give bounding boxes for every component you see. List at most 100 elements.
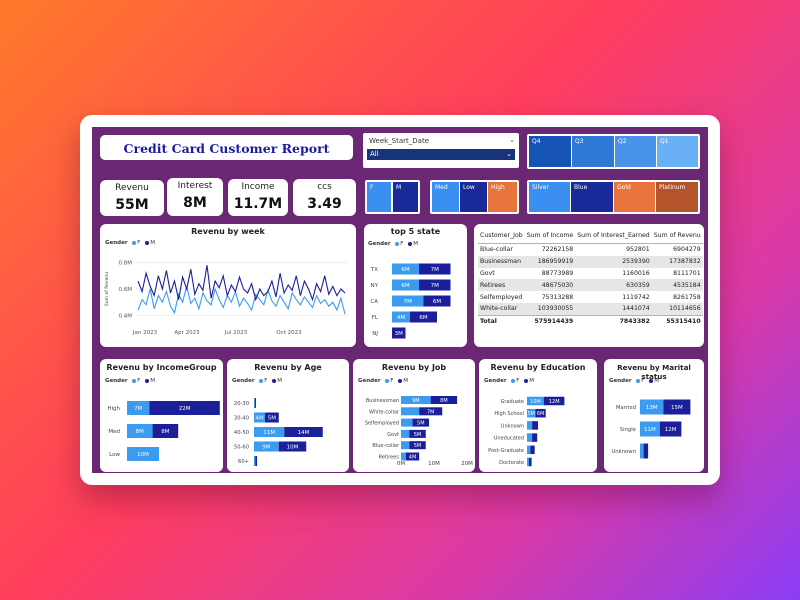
bar-f xyxy=(527,396,544,406)
category-label: Blue-collar xyxy=(372,443,400,449)
revenu-by-marital-status-chart[interactable]: Married 13M 15M Single 11M 12M Unknown xyxy=(604,359,704,472)
legend-label: Gender xyxy=(484,378,507,384)
chart-legend: Gender F M xyxy=(484,378,534,384)
table-cell: 1441074 xyxy=(575,302,652,316)
table-row[interactable]: Retirees 48675030 630359 4535184 xyxy=(478,279,703,292)
top5-state-chart[interactable]: TX 6M 7M NY 6M 7M CA 7M 6M FL 4M 6M NJ 3M xyxy=(364,224,467,347)
bar-f xyxy=(127,447,159,461)
table-column-header[interactable]: Sum of Revenu xyxy=(651,230,703,244)
legend-f-label: F xyxy=(264,378,268,384)
bar-f xyxy=(392,279,419,291)
income-tile[interactable]: Low xyxy=(460,182,487,212)
bar-f xyxy=(640,421,660,437)
table-row[interactable]: Businessman 186959919 2539390 17387832 xyxy=(478,255,703,268)
legend-f-label: F xyxy=(137,240,141,246)
category-label: Govt xyxy=(387,432,399,438)
bar-f xyxy=(127,424,153,438)
data-label: 5M xyxy=(268,416,276,422)
quarter-tile[interactable]: Q1 xyxy=(657,136,698,167)
data-label: 8M xyxy=(136,429,144,435)
category-label: CA xyxy=(370,299,378,305)
category-label: Single xyxy=(620,427,636,433)
table-column-header[interactable]: Customer_Job xyxy=(478,230,525,244)
bar-f xyxy=(254,398,255,408)
legend-m-label: M xyxy=(277,378,282,384)
legend-m-label: M xyxy=(529,378,534,384)
table-cell: 55315410 xyxy=(651,314,703,328)
table-row[interactable]: White-collar 103930055 1441074 10114656 xyxy=(478,302,703,316)
x-tick-label: Jul 2023 xyxy=(224,330,248,336)
revenu-by-week-chart[interactable]: 0.8M 0.6M 0.4M Sum of Revenu Jan 2023 Apr 202… xyxy=(100,224,356,347)
chevron-down-icon[interactable]: ⌄ xyxy=(509,136,515,144)
legend-label: Gender xyxy=(105,378,128,384)
series-line-m xyxy=(137,265,346,302)
revenu-by-marital-status-panel: Revenu by Marital status Gender F M Marr… xyxy=(604,359,704,472)
table-cell: 103930055 xyxy=(524,302,576,316)
income-tile[interactable]: Med xyxy=(432,182,459,212)
card-category-tile[interactable]: Platinum xyxy=(656,182,698,212)
category-label: Post-Graduate xyxy=(488,448,524,454)
category-label: NJ xyxy=(372,331,378,337)
bar-m xyxy=(419,279,451,291)
revenu-by-education-chart[interactable]: Graduate 10M 12M High School 5M 6M Unknown Uned… xyxy=(479,359,597,472)
data-label: 12M xyxy=(665,427,677,433)
kpi-value: 8M xyxy=(183,195,207,211)
table-column-header[interactable]: Sum of Income xyxy=(524,230,576,244)
quarter-tile[interactable]: Q2 xyxy=(615,136,656,167)
bar-f xyxy=(401,407,420,416)
table-cell: 1119742 xyxy=(622,293,650,301)
bar-f xyxy=(254,441,279,452)
category-label: 30-40 xyxy=(234,416,249,422)
income-tile[interactable]: High xyxy=(488,182,517,212)
table-cell: 1160016 xyxy=(622,269,650,277)
y-tick-label: 0.4M xyxy=(119,313,133,319)
quarter-tile[interactable]: Q3 xyxy=(572,136,614,167)
table-row[interactable]: Blue-collar 72262158 952801 6904279 xyxy=(478,244,703,256)
legend-m-swatch xyxy=(145,378,150,383)
x-tick-label: 10M xyxy=(428,461,440,467)
card-category-tile[interactable]: Gold xyxy=(614,182,655,212)
legend-label: Gender xyxy=(232,378,255,384)
data-label: 6M xyxy=(401,283,409,289)
card-category-tile[interactable]: Silver xyxy=(529,182,570,212)
category-label: Low xyxy=(109,452,120,458)
card-category-tile[interactable]: Blue xyxy=(571,182,613,212)
slicer-dropdown[interactable]: All ⌄ xyxy=(367,149,515,160)
data-label: 6M xyxy=(433,299,441,305)
table-column-header[interactable]: Sum of Interest_Earned xyxy=(575,230,652,244)
chart-title: Revenu by IncomeGroup xyxy=(106,363,217,372)
legend-f-swatch xyxy=(132,240,137,245)
table-cell: Govt xyxy=(480,269,495,277)
revenu-by-age-chart[interactable]: 20-30 30-40 4M 5M 40-50 11M 14M 50-60 9M 10M 60+ xyxy=(227,359,349,472)
kpi-label: ccs xyxy=(317,182,332,192)
slicer-selected-value: All xyxy=(370,150,379,158)
table-cell: Total xyxy=(478,314,525,328)
revenu-by-job-chart[interactable]: Businessman 9M 8M White-collar 7M Selfemploye… xyxy=(353,359,475,472)
data-label: 9M xyxy=(412,398,420,404)
data-label: 4M xyxy=(255,416,263,422)
data-label: 6M xyxy=(537,411,545,417)
bar-m xyxy=(265,412,279,423)
category-label: Med xyxy=(108,429,120,435)
quarter-tile[interactable]: Q4 xyxy=(529,136,571,167)
legend-f-swatch xyxy=(385,378,390,383)
bar-f xyxy=(254,456,256,466)
bar-m xyxy=(284,427,323,437)
data-label: 6M xyxy=(419,315,427,321)
revenu-by-education-panel: Revenu by Education Gender F M Graduate 1… xyxy=(479,359,597,472)
legend-f-label: F xyxy=(137,378,141,384)
bar-m xyxy=(405,452,420,461)
bar-f xyxy=(392,295,424,307)
gender-tile[interactable]: F xyxy=(367,182,391,212)
week-start-date-slicer[interactable]: Week_Start_Date ⌄ All ⌄ xyxy=(363,133,519,168)
revenu-by-incomegroup-chart[interactable]: High 7M 22M Med 8M 8M Low 10M xyxy=(100,359,223,472)
card-category-slicer: Silver Blue Gold Platinum xyxy=(527,180,700,214)
table-row[interactable]: Govt 88773989 1160016 8111701 xyxy=(478,268,703,280)
chart-legend: Gender F M xyxy=(232,378,282,384)
legend-f-label: F xyxy=(390,378,394,384)
table-row[interactable]: Selfemployed 75313288 1119742 8261758 xyxy=(478,291,703,303)
table-cell: 8111701 xyxy=(673,269,701,277)
gender-tile[interactable]: M xyxy=(393,182,418,212)
table-cell: Selfemployed xyxy=(480,293,523,301)
bar-m xyxy=(529,457,532,467)
